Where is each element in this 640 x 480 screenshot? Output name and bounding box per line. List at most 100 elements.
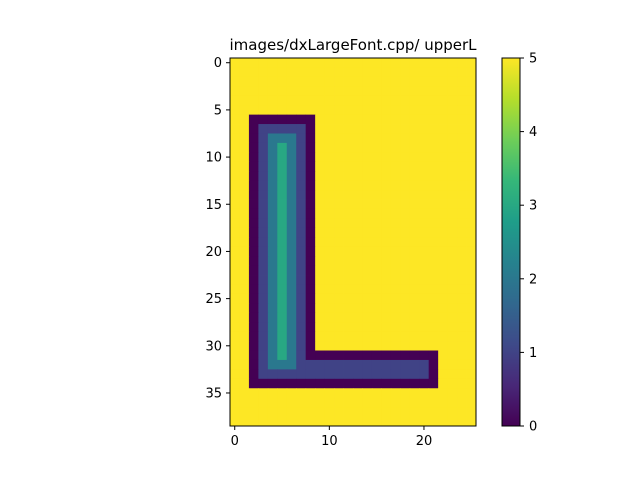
heatmap-cell: [457, 142, 467, 153]
heatmap-cell: [296, 407, 307, 417]
heatmap-cell: [248, 133, 259, 144]
heatmap-cell: [296, 171, 307, 182]
heatmap-cells: [230, 58, 477, 427]
heatmap-cell: [334, 152, 344, 163]
heatmap-cell: [230, 105, 240, 116]
heatmap-cell: [419, 275, 430, 285]
y-tick-label: 5: [214, 103, 222, 118]
heatmap-cell: [305, 95, 316, 106]
heatmap-cell: [362, 293, 373, 304]
heatmap-cell: [277, 397, 288, 408]
heatmap-cell: [343, 416, 354, 427]
heatmap-cell: [447, 303, 458, 314]
colorbar: [502, 58, 520, 426]
heatmap-cell: [305, 331, 316, 342]
heatmap-cell: [258, 303, 269, 314]
heatmap-cell: [419, 359, 430, 370]
heatmap-cell: [334, 237, 344, 248]
heatmap-cell: [343, 114, 354, 125]
heatmap-cell: [324, 133, 335, 144]
heatmap-cell: [381, 246, 392, 257]
heatmap-cell: [296, 227, 307, 238]
heatmap-cell: [466, 275, 477, 285]
heatmap-cell: [353, 76, 363, 87]
heatmap-cell: [239, 180, 250, 191]
heatmap-cell: [239, 378, 250, 389]
heatmap-cell: [438, 359, 449, 370]
heatmap-cell: [353, 86, 363, 97]
heatmap-cell: [457, 124, 467, 134]
heatmap-cell: [277, 76, 288, 87]
heatmap-cell: [239, 67, 250, 78]
heatmap-cell: [390, 171, 401, 182]
heatmap-cell: [466, 293, 477, 304]
heatmap-cell: [286, 407, 297, 417]
heatmap-cell: [267, 369, 278, 380]
heatmap-cell: [419, 58, 430, 68]
heatmap-cell: [390, 416, 401, 427]
heatmap-cell: [343, 378, 354, 389]
heatmap-cell: [438, 312, 449, 323]
heatmap-cell: [305, 397, 316, 408]
heatmap-cell: [419, 416, 430, 427]
heatmap-cell: [334, 133, 344, 144]
heatmap-cell: [334, 378, 344, 389]
heatmap-cell: [466, 142, 477, 153]
heatmap-cell: [428, 76, 439, 87]
heatmap-cell: [324, 350, 335, 361]
heatmap-cell: [400, 95, 411, 106]
heatmap-cell: [239, 208, 250, 219]
heatmap-cell: [248, 350, 259, 361]
heatmap-cell: [305, 312, 316, 323]
heatmap-cell: [248, 142, 259, 153]
heatmap-cell: [248, 284, 259, 295]
heatmap-cell: [230, 246, 240, 257]
heatmap-cell: [230, 227, 240, 238]
heatmap-cell: [286, 265, 297, 276]
heatmap-cell: [267, 161, 278, 172]
heatmap-cell: [400, 180, 411, 191]
heatmap-cell: [258, 133, 269, 144]
heatmap-cell: [390, 246, 401, 257]
heatmap-cell: [409, 95, 420, 106]
heatmap-cell: [286, 67, 297, 78]
heatmap-cell: [267, 227, 278, 238]
heatmap-cell: [353, 58, 363, 68]
heatmap-cell: [267, 284, 278, 295]
heatmap-cell: [334, 303, 344, 314]
heatmap-cell: [343, 256, 354, 266]
heatmap-cell: [353, 114, 363, 125]
heatmap-cell: [409, 388, 420, 399]
heatmap-cell: [466, 322, 477, 333]
heatmap-cell: [230, 275, 240, 285]
heatmap-cell: [362, 161, 373, 172]
heatmap-cell: [362, 171, 373, 182]
heatmap-cell: [419, 284, 430, 295]
heatmap-cell: [371, 133, 382, 144]
heatmap-cell: [343, 199, 354, 210]
heatmap-cell: [315, 161, 326, 172]
heatmap-cell: [296, 359, 307, 370]
heatmap-cell: [277, 142, 288, 153]
heatmap-cell: [353, 359, 363, 370]
heatmap-cell: [258, 142, 269, 153]
heatmap-cell: [409, 265, 420, 276]
heatmap-cell: [230, 180, 240, 191]
heatmap-cell: [371, 114, 382, 125]
heatmap-cell: [277, 218, 288, 229]
heatmap-cell: [371, 208, 382, 219]
heatmap-cell: [267, 190, 278, 200]
heatmap-cell: [419, 67, 430, 78]
heatmap-cell: [466, 237, 477, 248]
heatmap-cell: [447, 58, 458, 68]
heatmap-cell: [343, 237, 354, 248]
heatmap-cell: [428, 237, 439, 248]
heatmap-cell: [390, 208, 401, 219]
heatmap-cell: [324, 142, 335, 153]
heatmap-cell: [267, 293, 278, 304]
heatmap-cell: [258, 86, 269, 97]
heatmap-cell: [334, 416, 344, 427]
heatmap-cell: [457, 180, 467, 191]
heatmap-cell: [239, 303, 250, 314]
heatmap-cell: [286, 359, 297, 370]
